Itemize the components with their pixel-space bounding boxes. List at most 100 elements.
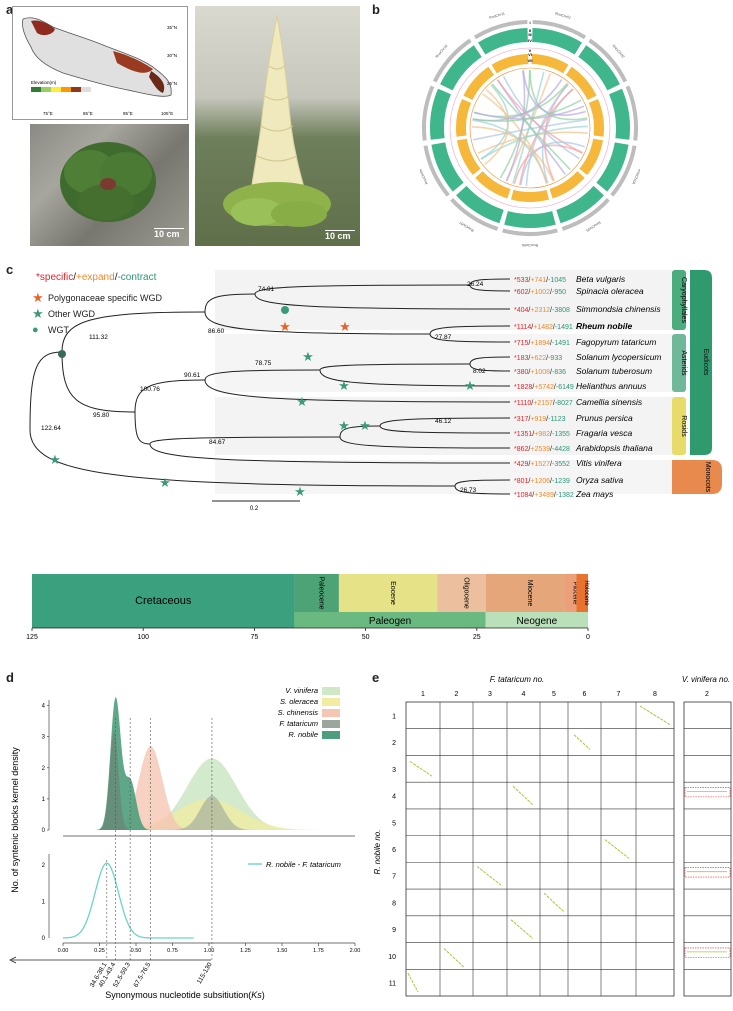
upper-legend-swatch-1 bbox=[322, 698, 340, 706]
chrom-label-10: RnoChr10 bbox=[435, 44, 449, 59]
chrom-ring-3 bbox=[625, 85, 638, 141]
branch bbox=[469, 356, 511, 365]
group-bar-2 bbox=[672, 397, 686, 455]
species-name-0: Beta vulgaris bbox=[576, 274, 626, 284]
species-name-13: Oryza sativa bbox=[576, 475, 624, 485]
group-label-eudicots: Eudicots bbox=[702, 349, 709, 376]
chrom-ring-11 bbox=[473, 20, 528, 40]
branch bbox=[134, 379, 206, 413]
phylogeny-panel: *specific/+expand/-contract ★ Polygonacea… bbox=[0, 262, 733, 672]
synteny-segment-4 bbox=[543, 892, 565, 913]
synteny-link bbox=[473, 118, 588, 141]
period-paleogen bbox=[294, 612, 486, 628]
rn-row-label-11: 11 bbox=[389, 981, 396, 988]
species-counts-11: *862/+2539/-4428 bbox=[514, 446, 570, 453]
group-bar-eudicots bbox=[690, 270, 712, 455]
repeat-ring-10 bbox=[463, 66, 495, 100]
species-counts-0: *533/+741/-1045 bbox=[514, 277, 566, 284]
branch bbox=[204, 379, 511, 403]
dotplot-panel: F. tataricum no. V. vinifera no. 1 2 3 4 5 6 7 8 1… bbox=[372, 672, 733, 1006]
group-bar-monocots bbox=[672, 460, 722, 494]
synteny-link bbox=[482, 93, 548, 184]
xtick-0: 0.00 bbox=[58, 948, 69, 954]
vv-grid-frame bbox=[683, 701, 732, 997]
lon-label-95: 95°E bbox=[123, 111, 133, 116]
other-wgd-star-8b: ★ bbox=[49, 452, 61, 467]
synteny-segment-5 bbox=[604, 839, 630, 859]
ring-label-IV: IV bbox=[528, 38, 532, 43]
rn-row-label-6: 6 bbox=[392, 847, 396, 854]
epoch-label-4: Miocene bbox=[526, 580, 533, 607]
vv-axis-title: V. vinifera no. bbox=[682, 675, 730, 684]
panel-d-letter: d bbox=[6, 670, 14, 685]
gene-density-ring-7 bbox=[456, 185, 504, 224]
rn-row-label-9: 9 bbox=[392, 927, 396, 934]
species-name-9: Prunus persica bbox=[576, 413, 633, 423]
timeline-tick-label-0: 125 bbox=[26, 634, 38, 641]
other-wgd-star-4: ★ bbox=[296, 394, 308, 409]
vv-highlight-box-2 bbox=[684, 947, 731, 958]
legend-wgt-label: WGT bbox=[48, 325, 69, 335]
synteny-segment-6 bbox=[443, 948, 465, 968]
branch bbox=[454, 479, 511, 487]
synteny-segment-9 bbox=[510, 919, 534, 939]
upper-legend-label-0: V. vinifera bbox=[285, 686, 318, 695]
chrom-label-8: RnoChr08 bbox=[420, 168, 429, 185]
other-wgd-star-6: ★ bbox=[359, 418, 371, 433]
teal-star-icon: ★ bbox=[32, 306, 44, 321]
circle-icon: ● bbox=[32, 324, 39, 336]
upper-legend-swatch-4 bbox=[322, 731, 340, 739]
legend-wgt: ● WGT bbox=[32, 322, 162, 338]
group-label-2: Rosids bbox=[680, 415, 687, 437]
species-name-3: Rheum nobile bbox=[576, 321, 632, 331]
legend-contract: -contract bbox=[117, 272, 157, 283]
synteny-segment-2 bbox=[512, 785, 534, 806]
panel-c-legend-title: *specific/+expand/-contract bbox=[36, 272, 156, 283]
timeline-tick-label-4: 25 bbox=[473, 634, 481, 641]
species-name-5: Solanum lycopersicum bbox=[576, 352, 662, 362]
branch bbox=[204, 311, 431, 335]
epoch-1 bbox=[294, 574, 339, 612]
node-label-90-61: 90.61 bbox=[184, 372, 201, 379]
ft-col-label-1: 1 bbox=[421, 691, 425, 698]
panel-b-letter: b bbox=[372, 2, 380, 17]
gc-ring bbox=[449, 47, 611, 209]
branch bbox=[61, 311, 206, 353]
leaf-scale-label: 10 cm bbox=[154, 228, 184, 239]
synteny-segment-7 bbox=[407, 973, 419, 993]
species-name-2: Simmondsia chinensis bbox=[576, 304, 661, 314]
wgd-circle-root bbox=[58, 350, 66, 358]
panel-e-letter: e bbox=[372, 670, 380, 685]
legend-sep-2: / bbox=[114, 272, 118, 283]
branch bbox=[149, 443, 511, 464]
lon-label-85: 85°E bbox=[83, 111, 93, 116]
synteny-link bbox=[525, 83, 569, 186]
synteny-link bbox=[520, 141, 586, 186]
inner-ring bbox=[469, 67, 591, 189]
ft-axis-title: F. tataricum no. bbox=[490, 675, 545, 684]
upper-ytick-1: 1 bbox=[42, 797, 46, 803]
species-name-4: Fagopyrum tataricum bbox=[576, 337, 656, 347]
legend-expand: +expand bbox=[76, 272, 115, 283]
species-name-11: Arabidopsis thaliana bbox=[575, 443, 653, 453]
chrom-ring-6 bbox=[502, 228, 558, 236]
rn-row-label-10: 10 bbox=[388, 954, 396, 961]
age-label-4: 115-130 bbox=[196, 961, 214, 985]
epoch-4 bbox=[485, 574, 565, 612]
branch bbox=[254, 284, 471, 295]
plant-photo: 10 cm bbox=[195, 6, 360, 246]
upper-legend-swatch-0 bbox=[322, 687, 340, 695]
node-label-100-76: 100.76 bbox=[140, 386, 160, 393]
repeat-ring-5 bbox=[549, 171, 585, 199]
synteny-link bbox=[522, 70, 586, 116]
synteny-segment-0 bbox=[639, 705, 671, 726]
upper-ytick-4: 4 bbox=[42, 704, 46, 710]
xtick-1: 0.25 bbox=[94, 948, 105, 954]
upper-legend-swatch-3 bbox=[322, 720, 340, 728]
xtick-2: 0.50 bbox=[131, 948, 142, 954]
vv-highlight-box-1 bbox=[684, 867, 731, 878]
orange-star-icon: ★ bbox=[32, 290, 44, 305]
branch bbox=[469, 278, 511, 286]
branch bbox=[319, 369, 511, 387]
gene-density-ring-3 bbox=[609, 88, 630, 140]
